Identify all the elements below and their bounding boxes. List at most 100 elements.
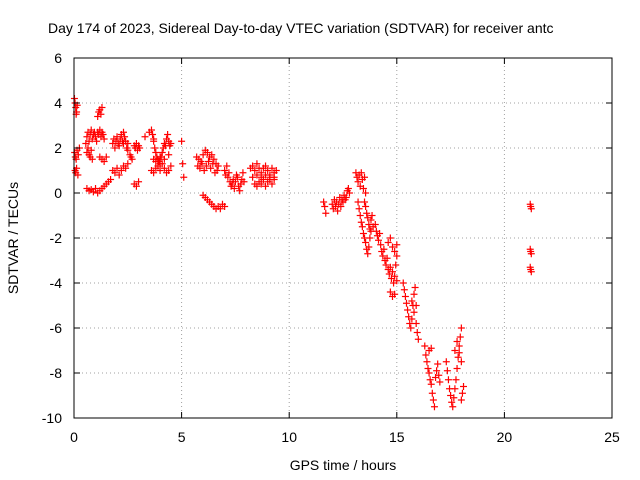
data-point [156, 153, 164, 161]
data-point [408, 297, 416, 305]
data-point [455, 349, 463, 357]
data-point [427, 344, 435, 352]
data-point [362, 203, 370, 210]
data-point [262, 171, 270, 179]
data-point [404, 306, 412, 314]
data-point [427, 380, 435, 388]
y-tick-label: -10 [42, 410, 62, 426]
data-point [251, 167, 259, 174]
data-point [136, 144, 144, 152]
data-point [412, 302, 420, 309]
data-point [359, 185, 367, 192]
data-point [458, 389, 466, 397]
data-point [97, 110, 105, 118]
data-point [454, 353, 462, 361]
data-point [264, 167, 272, 174]
data-point [117, 167, 125, 174]
data-point [356, 212, 364, 219]
data-point [365, 221, 373, 228]
data-point [422, 351, 430, 359]
data-point [102, 153, 110, 161]
data-point [337, 203, 345, 210]
data-point [460, 383, 468, 390]
data-point [113, 164, 121, 172]
data-point [408, 315, 416, 323]
data-point [257, 180, 265, 188]
data-point [122, 164, 130, 172]
data-point [208, 151, 216, 159]
data-point [410, 290, 418, 298]
data-point [92, 185, 100, 192]
data-point [368, 212, 376, 219]
data-point [230, 185, 238, 192]
data-point [406, 320, 414, 327]
data-point [115, 171, 123, 179]
data-point [362, 239, 370, 246]
data-point [214, 162, 222, 170]
data-point [100, 158, 108, 165]
data-point [216, 205, 224, 213]
data-point [376, 230, 384, 237]
grid [74, 58, 612, 418]
data-point [100, 135, 108, 143]
data-point [224, 173, 232, 181]
data-point [413, 329, 421, 336]
data-point [457, 324, 465, 332]
data-point [165, 167, 173, 174]
data-point [199, 151, 207, 159]
data-point [268, 180, 276, 188]
data-point [202, 162, 210, 170]
data-point [443, 367, 451, 375]
data-point [158, 149, 166, 156]
data-point [74, 171, 82, 179]
data-point [225, 169, 233, 177]
data-point [121, 133, 129, 141]
data-point [249, 162, 257, 170]
data-point [223, 162, 231, 170]
y-tick-labels: -10 -8 -6 -4 -2 0 2 4 6 [42, 50, 62, 426]
data-point [167, 140, 175, 147]
data-point [359, 230, 367, 237]
data-point [196, 164, 204, 172]
x-tick-label: 0 [70, 429, 78, 445]
data-point [453, 338, 461, 345]
x-tick-label: 15 [389, 429, 405, 445]
data-point [401, 293, 409, 300]
data-point [124, 160, 132, 168]
data-point [449, 403, 457, 411]
data-point [363, 209, 371, 217]
data-point [383, 254, 391, 262]
data-point [344, 185, 352, 192]
data-point [321, 203, 329, 210]
data-point [430, 403, 438, 411]
data-point [268, 164, 276, 172]
data-point [200, 167, 208, 174]
data-point [364, 250, 372, 258]
data-point [375, 236, 383, 244]
data-point [391, 272, 399, 280]
data-point [240, 178, 248, 186]
data-point [386, 263, 394, 271]
data-point [135, 178, 143, 186]
data-point [147, 126, 155, 134]
data-point [391, 290, 399, 298]
data-point [456, 333, 464, 341]
data-point [213, 167, 221, 174]
data-point [239, 169, 247, 177]
data-point [357, 169, 365, 177]
data-point [527, 268, 535, 276]
y-axis-label: SDTVAR / TECUs [5, 182, 21, 294]
data-point [377, 241, 385, 249]
y-tick-label: 2 [54, 140, 62, 156]
y-tick-label: 4 [54, 95, 62, 111]
data-point [421, 342, 429, 350]
data-point [207, 164, 215, 172]
data-point [179, 160, 187, 168]
data-point [322, 209, 330, 217]
data-point [158, 160, 166, 168]
data-point [384, 239, 392, 246]
data-point [361, 198, 369, 206]
x-tick-label: 25 [604, 429, 620, 445]
data-point [165, 151, 173, 159]
